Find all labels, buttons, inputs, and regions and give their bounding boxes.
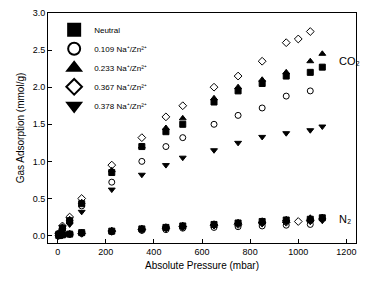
svg-text:0.378 Na⁺/Zn²⁺: 0.378 Na⁺/Zn²⁺ (94, 102, 147, 111)
svg-text:2.0: 2.0 (33, 82, 46, 92)
svg-text:3.0: 3.0 (33, 8, 46, 18)
svg-text:0.367 Na⁺/Zn²⁺: 0.367 Na⁺/Zn²⁺ (94, 83, 147, 92)
svg-text:Neutral: Neutral (94, 26, 120, 35)
svg-text:0.233 Na⁺/Zn²⁺: 0.233 Na⁺/Zn²⁺ (94, 64, 147, 73)
svg-text:0.0: 0.0 (33, 231, 46, 241)
svg-text:0: 0 (55, 247, 60, 257)
svg-text:400: 400 (146, 247, 161, 257)
svg-text:0.5: 0.5 (33, 194, 46, 204)
svg-text:2.5: 2.5 (33, 45, 46, 55)
svg-text:CO₂: CO₂ (339, 55, 360, 67)
svg-text:600: 600 (194, 247, 209, 257)
svg-text:1000: 1000 (288, 247, 308, 257)
svg-text:1.5: 1.5 (33, 119, 46, 129)
svg-text:Gas Adsorption (mmol/g): Gas Adsorption (mmol/g) (15, 73, 26, 184)
svg-text:0.109 Na⁺/Zn²⁺: 0.109 Na⁺/Zn²⁺ (94, 45, 147, 54)
svg-text:800: 800 (243, 247, 258, 257)
svg-text:1200: 1200 (336, 247, 356, 257)
svg-text:1.0: 1.0 (33, 157, 46, 167)
svg-text:200: 200 (98, 247, 113, 257)
svg-text:N₂: N₂ (339, 213, 351, 225)
svg-text:Absolute Pressure (mbar): Absolute Pressure (mbar) (145, 260, 259, 271)
